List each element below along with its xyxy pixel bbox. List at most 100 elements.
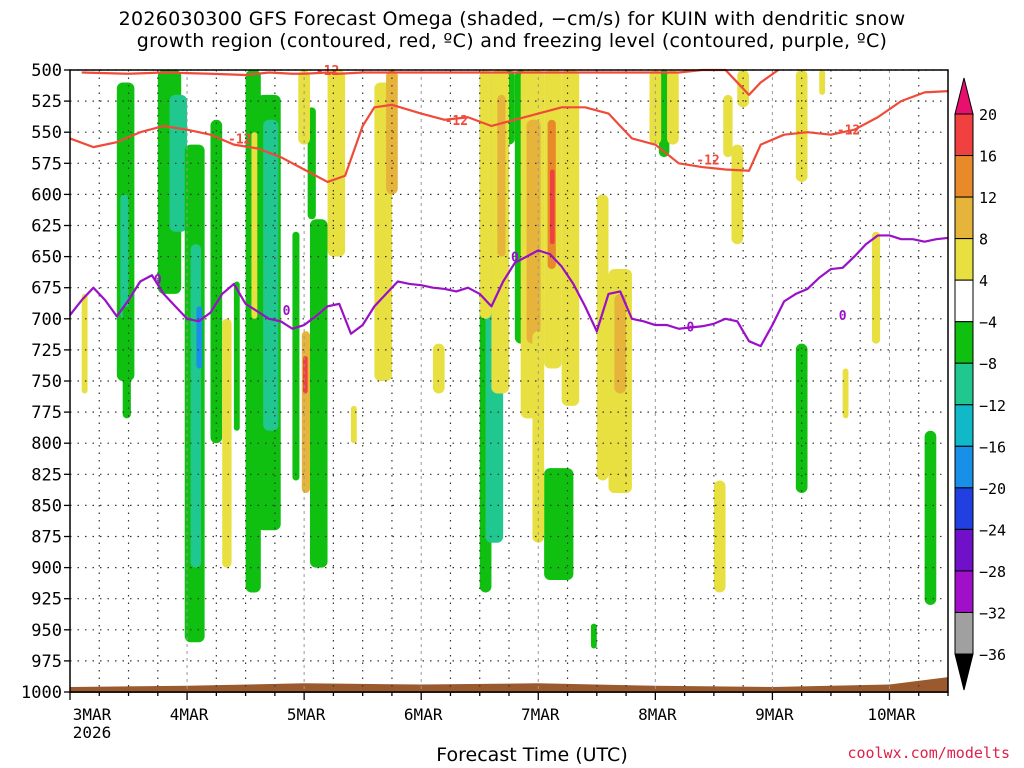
omega-shade-56 xyxy=(350,405,357,444)
dgz-upper-label: -12 xyxy=(445,114,468,129)
omega-shade-38 xyxy=(596,194,609,481)
x-axis-label: Forecast Time (UTC) xyxy=(436,744,628,766)
omega-shade-45 xyxy=(731,144,744,245)
colorbar-label: −24 xyxy=(979,521,1006,539)
axes: 500 525 550 575 600 625 650 675 700 725 750 775 800 8… xyxy=(21,61,949,742)
y-tick-label: 625 xyxy=(31,217,62,237)
site-credit[interactable]: coolwx.com/modelts xyxy=(847,744,1010,762)
omega-shade-46 xyxy=(795,70,808,182)
colorbar-label: −32 xyxy=(979,604,1006,622)
dgz-lower-line xyxy=(81,68,779,96)
omega-shade-43 xyxy=(713,480,726,593)
colorbar-label: −36 xyxy=(979,646,1006,664)
omega-shade-22 xyxy=(795,343,808,493)
freezing-level-line xyxy=(69,234,949,348)
y-tick-label: 825 xyxy=(31,465,62,485)
omega-shade-47 xyxy=(819,70,826,95)
colorbar-label: −12 xyxy=(979,397,1006,415)
dgz-upper-label: -12 xyxy=(696,154,719,169)
y-tick-label: 775 xyxy=(31,403,62,423)
y-tick-label: 725 xyxy=(31,341,62,361)
y-tick-label: 875 xyxy=(31,528,62,548)
omega-shade-48 xyxy=(871,231,881,344)
x-tick-label: 9MAR xyxy=(755,705,794,724)
omega-shade-31 xyxy=(497,94,506,257)
omega-shade-14 xyxy=(309,219,328,568)
y-tick-label: 900 xyxy=(31,559,62,579)
omega-shade-7 xyxy=(196,306,203,369)
colorbar-block xyxy=(954,570,974,613)
freezing-level-label: 0 xyxy=(283,304,291,319)
y-tick-label: 700 xyxy=(31,310,62,330)
colorbar-label: 20 xyxy=(979,106,997,124)
colorbar-bottom-triangle xyxy=(954,653,974,691)
colorbar-label: −20 xyxy=(979,480,1006,498)
colorbar-top-triangle xyxy=(954,77,974,115)
colorbar-block xyxy=(954,196,974,240)
colorbar-block xyxy=(954,113,974,157)
dgz-upper-label: -12 xyxy=(837,124,860,139)
freezing-level-label: 0 xyxy=(154,273,162,288)
freezing-level-label: 0 xyxy=(839,309,847,324)
colorbar-block xyxy=(954,238,974,281)
omega-shade-52 xyxy=(81,293,88,394)
colorbar-label: −16 xyxy=(979,438,1006,456)
omega-shade-40 xyxy=(614,293,627,394)
y-tick-label: 575 xyxy=(31,154,62,174)
x-tick-label: 8MAR xyxy=(638,705,677,724)
omega-shade-24 xyxy=(233,281,240,431)
omega-shade-12 xyxy=(292,231,300,481)
colorbar-block xyxy=(954,528,974,572)
omega-shading-layer xyxy=(81,70,937,649)
omega-shade-42 xyxy=(667,70,679,145)
omega-shade-33 xyxy=(526,119,541,344)
omega-shade-28 xyxy=(386,70,398,195)
colorbar-label: 4 xyxy=(979,272,988,290)
y-tick-label: 500 xyxy=(31,61,62,81)
chart-title-line-2: growth region (contoured, red, ºC) and f… xyxy=(136,30,888,52)
omega-shade-21 xyxy=(658,70,670,158)
colorbar-block xyxy=(954,362,974,406)
omega-shade-29 xyxy=(479,70,492,319)
colorbar-label: −8 xyxy=(979,355,997,373)
omega-shade-4 xyxy=(169,94,188,232)
colorbar-block xyxy=(954,155,974,198)
colorbar-block xyxy=(954,321,974,364)
x-tick-label: 4MAR xyxy=(170,705,209,724)
contour-layer: -12 -12 -12 -12 -12 0 0 0 0 0 xyxy=(69,64,949,348)
x-tick-sublabel: 2026 xyxy=(73,723,112,742)
omega-shade-59 xyxy=(723,94,733,158)
dgz-upper-label: -12 xyxy=(228,132,251,147)
colorbar-label: −4 xyxy=(979,314,997,332)
colorbar-label: −28 xyxy=(979,563,1006,581)
colorbar-block xyxy=(954,611,974,655)
y-tick-label: 850 xyxy=(31,496,62,516)
colorbar-block xyxy=(954,404,974,447)
colorbar-label: 16 xyxy=(979,148,997,166)
omega-shade-49 xyxy=(842,368,849,419)
gridlines xyxy=(70,69,948,693)
omega-shade-11 xyxy=(263,119,279,431)
colorbar-block xyxy=(954,487,974,530)
x-tick-label: 6MAR xyxy=(404,705,443,724)
omega-shade-51 xyxy=(251,132,258,319)
y-tick-label: 1000 xyxy=(21,683,62,703)
colorbar-block xyxy=(954,279,974,323)
omega-shade-2 xyxy=(122,306,131,419)
x-tick-label: 3MAR xyxy=(73,705,112,724)
y-tick-label: 925 xyxy=(31,590,62,610)
y-tick-label: 675 xyxy=(31,279,62,299)
omega-shade-53 xyxy=(222,318,232,568)
y-tick-label: 650 xyxy=(31,248,62,268)
omega-shade-20 xyxy=(590,623,597,649)
omega-shade-26 xyxy=(327,70,346,257)
omega-shade-23 xyxy=(924,430,937,605)
chart-title-line-1: 2026030300 GFS Forecast Omega (shaded, −… xyxy=(118,8,906,30)
omega-shade-6 xyxy=(190,244,202,568)
y-tick-label: 550 xyxy=(31,123,62,143)
freezing-level-label: 0 xyxy=(511,251,519,266)
dgz-upper-line xyxy=(69,90,949,184)
x-tick-label: 7MAR xyxy=(521,705,560,724)
y-tick-label: 525 xyxy=(31,92,62,112)
